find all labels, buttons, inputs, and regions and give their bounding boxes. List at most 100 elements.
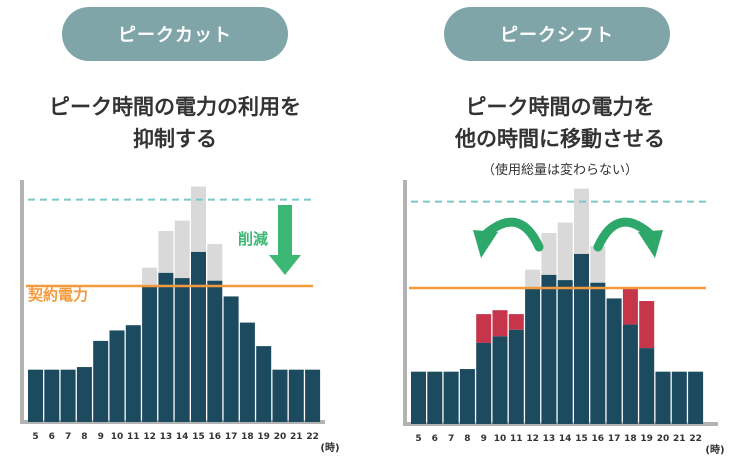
cut-tick-16: 16 [209, 432, 222, 442]
cut-bar-17 [223, 296, 239, 422]
cut-bar-14 [174, 278, 190, 422]
shift-right-arrow-head-icon [638, 230, 663, 258]
shift-left-arrow-head-icon [473, 230, 498, 258]
cut-x-label: (時) [320, 441, 339, 454]
shift-right-arrow-body-icon [593, 217, 655, 252]
shift-shifted-bar-11 [508, 314, 524, 330]
cut-cut-bar-14 [174, 220, 190, 279]
shift-tick-12: 12 [526, 434, 539, 444]
shift-tick-8: 8 [464, 434, 470, 444]
cut-tick-6: 6 [49, 432, 55, 442]
shift-shifted-bar-19 [639, 301, 655, 349]
cut-tick-22: 22 [306, 432, 319, 442]
shift-bar-18 [622, 324, 638, 424]
peak-cut-pill: ピークカット [62, 7, 288, 61]
shift-bar-15 [574, 253, 589, 424]
shift-shifted-bar-9 [476, 314, 492, 343]
shift-tick-15: 15 [575, 434, 588, 444]
shift-tick-6: 6 [432, 434, 438, 444]
shift-tick-11: 11 [510, 434, 523, 444]
shift-tick-20: 20 [657, 434, 670, 444]
shift-cut-bar-13 [541, 233, 557, 275]
cut-cut-bar-15 [191, 186, 206, 252]
peak-cut-heading-line2: 抑制する [133, 127, 217, 151]
cut-tick-14: 14 [176, 432, 189, 442]
shift-bar-11 [508, 329, 524, 424]
cut-bar-5 [28, 369, 43, 422]
cut-bar-19 [256, 346, 272, 422]
cut-tick-5: 5 [32, 432, 38, 442]
shift-bar-21 [671, 371, 687, 424]
shift-bar-8 [459, 369, 475, 424]
cut-bar-12 [142, 285, 158, 422]
shift-bar-12 [525, 287, 541, 424]
shift-bar-7 [443, 371, 459, 424]
cut-bar-11 [125, 325, 141, 422]
shift-x-label: (時) [705, 443, 724, 456]
cut-cut-bar-12 [142, 267, 158, 286]
cut-bar-22 [305, 369, 321, 422]
cut-cut-bar-13 [158, 231, 174, 273]
cut-bar-21 [288, 369, 304, 422]
shift-cut-bar-12 [525, 269, 541, 288]
shift-bar-5 [411, 371, 426, 424]
contract-power-label: 契約電力 [27, 286, 88, 304]
shift-tick-18: 18 [624, 434, 637, 444]
cut-tick-9: 9 [98, 432, 104, 442]
shift-bar-16 [590, 282, 606, 424]
shift-tick-21: 21 [673, 434, 686, 444]
shift-bar-10 [492, 336, 508, 424]
cut-bar-18 [239, 322, 255, 422]
cut-tick-10: 10 [111, 432, 124, 442]
cut-bar-8 [76, 367, 92, 422]
peak-shift-pill: ピークシフト [444, 7, 670, 61]
peak-cut-heading: ピーク時間の電力の利用を 抑制する [0, 91, 350, 155]
shift-bar-20 [655, 371, 671, 424]
shift-left-arrow-body-icon [481, 217, 544, 252]
shift-tick-13: 13 [543, 434, 556, 444]
shift-tick-22: 22 [689, 434, 702, 444]
cut-bar-7 [60, 369, 76, 422]
shift-cut-bar-16 [590, 246, 606, 283]
cut-cut-bar-16 [207, 244, 223, 281]
cut-bar-9 [93, 340, 109, 422]
shift-bar-17 [606, 298, 622, 424]
shift-bar-13 [541, 274, 557, 424]
peak-shift-heading: ピーク時間の電力を 他の時間に移動させる [385, 91, 735, 155]
cut-tick-11: 11 [127, 432, 140, 442]
shift-cut-bar-14 [557, 222, 573, 281]
cut-bar-15 [191, 251, 206, 422]
peak-cut-heading-line1: ピーク時間の電力の利用を [49, 95, 301, 119]
cut-bar-16 [207, 280, 223, 422]
cut-tick-19: 19 [257, 432, 270, 442]
shift-tick-10: 10 [494, 434, 507, 444]
shift-bar-22 [688, 371, 704, 424]
shift-tick-17: 17 [608, 434, 621, 444]
shift-bar-6 [427, 371, 443, 424]
cut-tick-7: 7 [65, 432, 71, 442]
shift-cut-bar-15 [574, 188, 589, 254]
peak-shift-heading-line2: 他の時間に移動させる [455, 127, 665, 151]
reduction-label: 削減 [238, 230, 268, 248]
cut-tick-8: 8 [81, 432, 87, 442]
shift-bar-9 [476, 342, 492, 424]
cut-bar-13 [158, 272, 174, 422]
cut-tick-13: 13 [160, 432, 173, 442]
cut-tick-18: 18 [241, 432, 254, 442]
cut-bar-10 [109, 330, 125, 422]
shift-tick-19: 19 [640, 434, 653, 444]
shift-tick-9: 9 [481, 434, 487, 444]
shift-bar-14 [557, 280, 573, 424]
cut-tick-15: 15 [192, 432, 205, 442]
shift-bar-19 [639, 348, 655, 424]
peak-shift-subnote: （使用総量は変わらない） [481, 163, 638, 178]
cut-tick-21: 21 [290, 432, 303, 442]
cut-bar-6 [44, 369, 60, 422]
reduction-arrow-icon [269, 205, 301, 275]
shift-tick-7: 7 [448, 434, 454, 444]
shift-tick-5: 5 [415, 434, 421, 444]
shift-shifted-bar-18 [622, 287, 638, 325]
peak-shift-heading-line1: ピーク時間の電力を [465, 95, 655, 119]
shift-shifted-bar-10 [492, 310, 508, 337]
shift-tick-14: 14 [559, 434, 572, 444]
